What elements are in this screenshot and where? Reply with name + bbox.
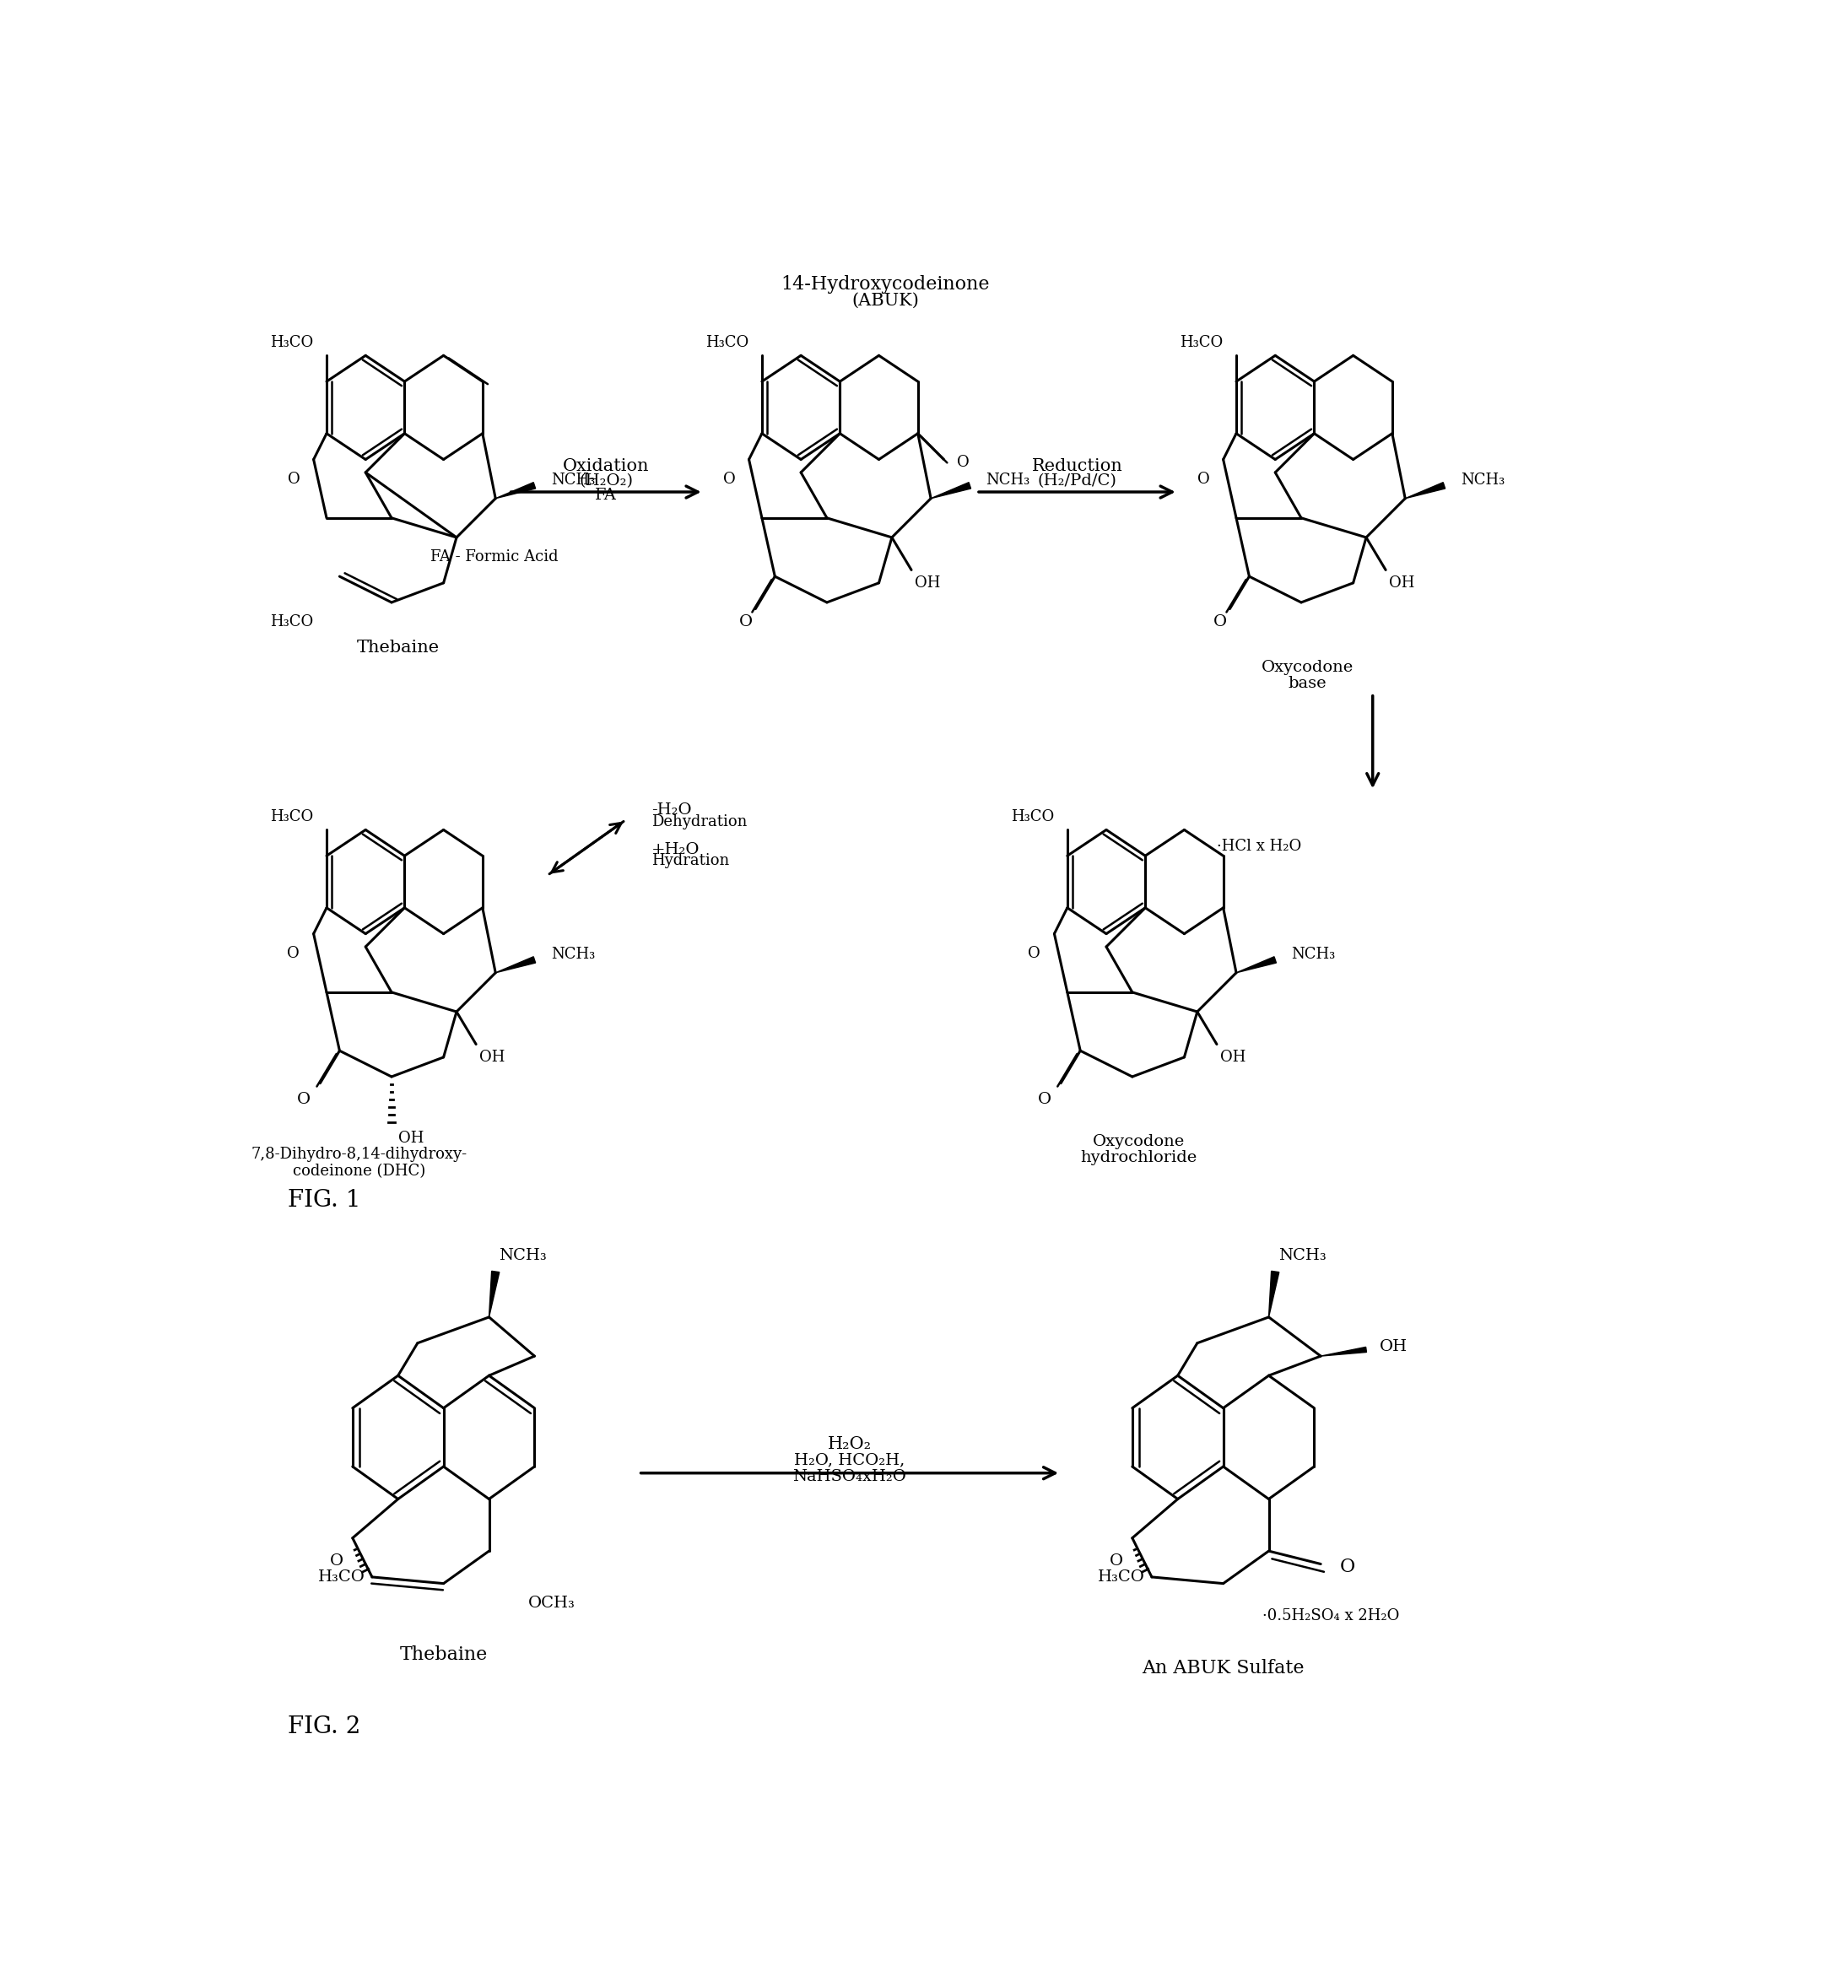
Text: NCH₃: NCH₃ bbox=[987, 473, 1029, 487]
Polygon shape bbox=[495, 956, 536, 972]
Text: (H₂/Pd/C): (H₂/Pd/C) bbox=[1037, 473, 1116, 489]
Text: FIG. 2: FIG. 2 bbox=[288, 1716, 360, 1738]
Text: -H₂O: -H₂O bbox=[652, 803, 691, 817]
Polygon shape bbox=[1236, 956, 1277, 972]
Text: OH: OH bbox=[1379, 1338, 1406, 1354]
Polygon shape bbox=[1270, 1270, 1279, 1318]
Text: Thebaine: Thebaine bbox=[357, 640, 440, 656]
Text: base: base bbox=[1288, 676, 1327, 692]
Text: 14-Hydroxycodeinone: 14-Hydroxycodeinone bbox=[782, 274, 991, 294]
Text: H₃CO: H₃CO bbox=[1011, 809, 1055, 825]
Text: Hydration: Hydration bbox=[652, 853, 730, 869]
Text: H₂O, HCO₂H,: H₂O, HCO₂H, bbox=[795, 1453, 906, 1467]
Text: O: O bbox=[1039, 1091, 1052, 1107]
Text: H₃CO: H₃CO bbox=[270, 809, 314, 825]
Text: (H₂O₂): (H₂O₂) bbox=[578, 473, 634, 489]
Text: OH: OH bbox=[397, 1131, 423, 1145]
Text: OH: OH bbox=[1390, 575, 1414, 590]
Text: NCH₃: NCH₃ bbox=[1292, 946, 1336, 962]
Text: +H₂O: +H₂O bbox=[652, 841, 700, 857]
Text: H₃CO: H₃CO bbox=[706, 334, 748, 350]
Text: H₂O₂: H₂O₂ bbox=[828, 1435, 872, 1451]
Text: H₃CO: H₃CO bbox=[270, 614, 314, 630]
Text: OH: OH bbox=[479, 1050, 505, 1066]
Text: ·HCl x H₂O: ·HCl x H₂O bbox=[1216, 839, 1301, 853]
Polygon shape bbox=[1404, 483, 1445, 499]
Text: O: O bbox=[1212, 614, 1227, 630]
Text: H₃CO: H₃CO bbox=[1181, 334, 1223, 350]
Text: NCH₃: NCH₃ bbox=[1279, 1248, 1327, 1262]
Text: 7,8-Dihydro-8,14-dihydroxy-: 7,8-Dihydro-8,14-dihydroxy- bbox=[251, 1147, 468, 1163]
Text: O: O bbox=[298, 1091, 310, 1107]
Polygon shape bbox=[931, 483, 970, 499]
Text: FA - Formic Acid: FA - Formic Acid bbox=[431, 549, 558, 565]
Text: NCH₃: NCH₃ bbox=[499, 1248, 547, 1262]
Text: Oxidation: Oxidation bbox=[564, 457, 649, 473]
Text: Reduction: Reduction bbox=[1031, 457, 1122, 473]
Text: NCH₃: NCH₃ bbox=[551, 473, 595, 487]
Text: H₃CO: H₃CO bbox=[318, 1569, 366, 1584]
Text: Oxycodone: Oxycodone bbox=[1092, 1133, 1185, 1149]
Text: An ABUK Sulfate: An ABUK Sulfate bbox=[1142, 1658, 1305, 1678]
Text: NCH₃: NCH₃ bbox=[551, 946, 595, 962]
Polygon shape bbox=[490, 1270, 499, 1318]
Text: Oxycodone: Oxycodone bbox=[1262, 660, 1355, 676]
Text: FA: FA bbox=[595, 487, 617, 503]
Text: NaHSO₄xH₂O: NaHSO₄xH₂O bbox=[793, 1469, 907, 1483]
Text: Dehydration: Dehydration bbox=[652, 815, 747, 829]
Text: O: O bbox=[286, 946, 299, 960]
Text: O: O bbox=[1027, 946, 1040, 960]
Text: O: O bbox=[288, 471, 301, 487]
Polygon shape bbox=[1321, 1348, 1366, 1356]
Polygon shape bbox=[495, 483, 536, 499]
Text: O: O bbox=[957, 455, 970, 471]
Text: O: O bbox=[329, 1553, 344, 1569]
Text: FIG. 1: FIG. 1 bbox=[288, 1189, 360, 1211]
Text: hydrochloride: hydrochloride bbox=[1081, 1151, 1198, 1165]
Text: codeinone (DHC): codeinone (DHC) bbox=[292, 1163, 425, 1179]
Text: OH: OH bbox=[915, 575, 941, 590]
Text: O: O bbox=[1109, 1553, 1124, 1569]
Text: OCH₃: OCH₃ bbox=[529, 1596, 575, 1610]
Text: H₃CO: H₃CO bbox=[270, 334, 314, 350]
Text: O: O bbox=[1340, 1559, 1356, 1576]
Text: O: O bbox=[739, 614, 752, 630]
Text: O: O bbox=[1198, 471, 1210, 487]
Text: ·0.5H₂SO₄ x 2H₂O: ·0.5H₂SO₄ x 2H₂O bbox=[1262, 1608, 1399, 1624]
Text: (ABUK): (ABUK) bbox=[852, 292, 918, 308]
Text: O: O bbox=[723, 471, 736, 487]
Text: NCH₃: NCH₃ bbox=[1460, 473, 1504, 487]
Text: OH: OH bbox=[1220, 1050, 1246, 1066]
Text: Thebaine: Thebaine bbox=[399, 1646, 488, 1664]
Text: H₃CO: H₃CO bbox=[1098, 1569, 1146, 1584]
